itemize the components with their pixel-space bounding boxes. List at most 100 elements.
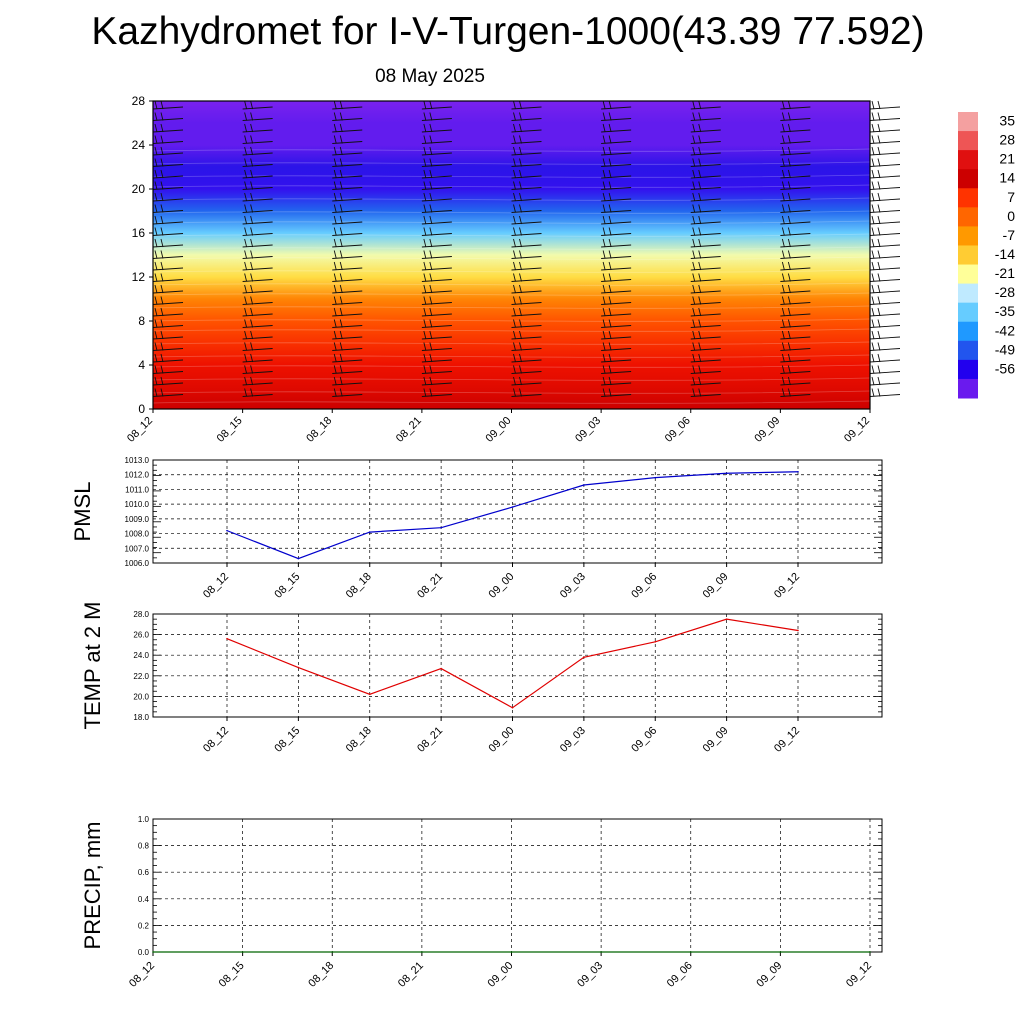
y-tick-label: 8 <box>138 314 145 328</box>
wind-barb <box>332 141 363 144</box>
wind-barb-flag <box>602 307 606 317</box>
wind-barb-flag <box>423 388 427 397</box>
wind-barb-flag <box>250 158 254 167</box>
x-tick-label: 09_03 <box>558 571 588 601</box>
wind-barb-flag <box>871 284 875 294</box>
wind-barb <box>421 118 452 121</box>
wind-barb-flag <box>871 307 875 317</box>
wind-barb <box>601 336 632 340</box>
wind-barb-flag <box>154 181 158 190</box>
wind-barb-flag <box>698 353 702 363</box>
wind-barb <box>869 118 901 121</box>
wind-barb-flag <box>333 273 337 282</box>
wind-barb-flag <box>160 158 164 167</box>
y-axis-label: PMSL <box>70 482 95 542</box>
x-tick-label: 09_00 <box>486 960 516 990</box>
wind-barb <box>421 141 452 144</box>
wind-barb-flag <box>781 330 785 340</box>
wind-barb <box>601 106 632 110</box>
wind-barb-flag <box>692 376 696 386</box>
wind-barb <box>780 302 811 305</box>
wind-barb-flag <box>333 169 337 179</box>
data-point <box>226 637 228 640</box>
wind-barb-flag <box>429 388 433 397</box>
wind-barb-flag <box>333 123 337 133</box>
colorbar-segment <box>958 359 978 380</box>
y-tick-label: 0.8 <box>138 842 150 851</box>
panel-frame <box>152 613 883 718</box>
contour-line <box>152 354 871 358</box>
wind-barb-flag <box>519 388 522 397</box>
wind-barb-flag <box>244 376 248 386</box>
wind-barb-flag <box>871 365 875 374</box>
wind-barb-flag <box>602 330 606 340</box>
wind-barb-flag <box>429 284 433 294</box>
colorbar-segment <box>958 112 978 132</box>
wind-barb-flag <box>698 365 702 374</box>
wind-barb-flag <box>692 135 696 144</box>
wind-barb <box>152 313 184 317</box>
wind-barb <box>242 279 273 282</box>
wind-barb-flag <box>160 135 164 144</box>
wind-barb <box>332 187 363 190</box>
wind-barb-flag <box>781 158 785 167</box>
colorbar-label: 0 <box>1007 208 1015 224</box>
wind-barb-flag <box>429 330 433 340</box>
wind-barb-flag <box>877 365 881 374</box>
y-tick-label: 1010.0 <box>125 500 150 509</box>
y-tick-label: 12 <box>132 270 146 284</box>
wind-barb-flag <box>333 342 337 351</box>
contour-line <box>152 436 871 440</box>
wind-barb-flag <box>250 376 254 386</box>
wind-barb <box>690 233 721 236</box>
wind-barb <box>332 359 363 363</box>
wind-barb <box>601 371 632 374</box>
wind-barb-flag <box>698 319 702 328</box>
wind-barb-flag <box>154 319 158 328</box>
wind-barb-flag <box>429 146 433 156</box>
wind-barb <box>869 382 901 386</box>
wind-barb <box>152 106 184 110</box>
wind-barb-flag <box>339 296 343 305</box>
x-tick-label: 09_06 <box>665 960 695 990</box>
wind-barb-flag <box>698 100 702 110</box>
wind-barb-flag <box>787 319 791 328</box>
x-tick-label: 09_03 <box>575 960 605 990</box>
wind-barb-flag <box>244 112 248 121</box>
wind-barb <box>421 210 452 213</box>
wind-barb-flag <box>423 342 427 351</box>
wind-barb-flag <box>787 181 791 190</box>
wind-barb <box>780 359 811 363</box>
wind-barb-flag <box>608 100 612 110</box>
wind-barb-flag <box>513 238 516 248</box>
wind-barb-flag <box>429 169 433 179</box>
wind-barb-flag <box>423 353 427 363</box>
wind-barb-flag <box>513 192 516 202</box>
wind-barb-flag <box>513 296 516 305</box>
data-point <box>241 951 244 953</box>
wind-barb <box>780 313 811 317</box>
colorbar-segment <box>958 302 978 323</box>
wind-barb-flag <box>519 192 522 202</box>
wind-barb-flag <box>429 353 433 363</box>
wind-barb <box>152 256 184 259</box>
wind-barb-flag <box>692 273 696 282</box>
wind-barb-flag <box>787 192 791 202</box>
wind-barb <box>511 106 542 110</box>
wind-barb-flag <box>692 284 696 294</box>
wind-barb-flag <box>429 365 433 374</box>
x-tick-label: 08_21 <box>396 960 426 990</box>
contour-line <box>152 390 871 394</box>
wind-barb <box>511 325 542 328</box>
wind-barb <box>511 256 542 259</box>
wind-barb-flag <box>787 284 791 294</box>
wind-barb-flag <box>429 181 433 190</box>
wind-barb-flag <box>244 135 248 144</box>
wind-barb-flag <box>423 250 427 259</box>
wind-barb-flag <box>429 261 433 271</box>
wind-barb-flag <box>692 112 696 121</box>
wind-barb-flag <box>160 330 164 340</box>
wind-barb-flag <box>423 365 427 374</box>
wind-barb-flag <box>602 112 606 121</box>
